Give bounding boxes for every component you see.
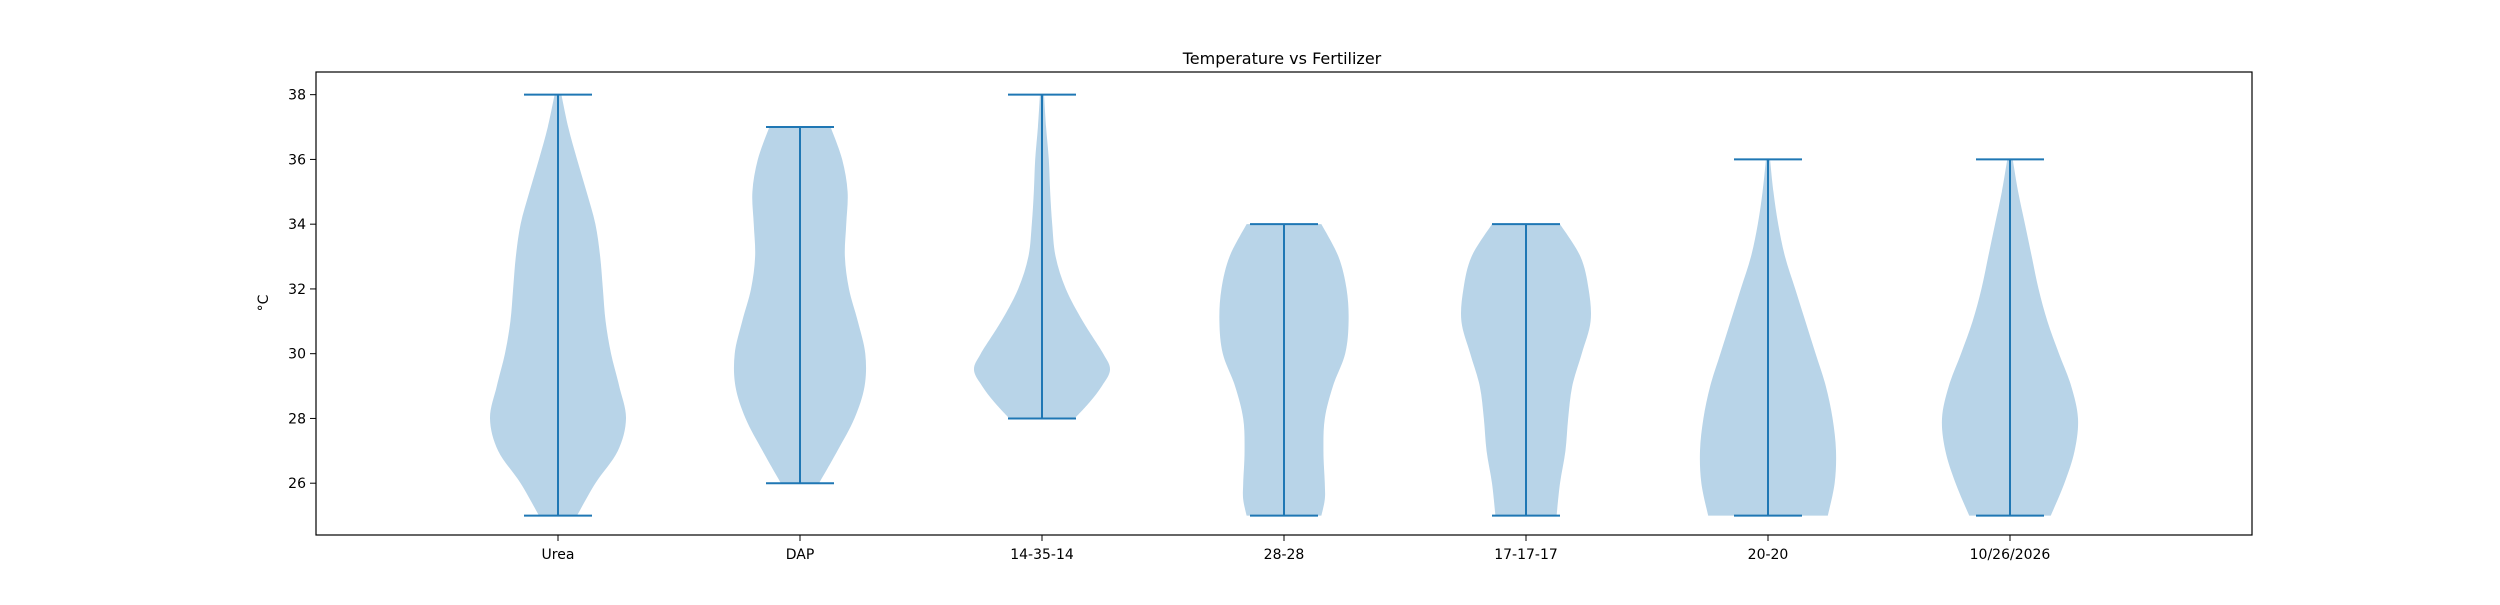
chart-title: Temperature vs Fertilizer: [1182, 49, 1382, 68]
y-tick-label: 26: [288, 476, 306, 492]
violin-6: [1699, 158, 1837, 517]
violin-7: [1941, 158, 2079, 517]
y-tick-label: 32: [288, 282, 306, 298]
y-tick-label: 38: [288, 88, 306, 104]
violin-1: [489, 93, 627, 517]
y-axis: 26 28 30 32 34 36 38: [288, 88, 316, 492]
x-tick-label: Urea: [542, 547, 575, 563]
y-tick-label: 36: [288, 152, 306, 168]
y-tick-label: 28: [288, 411, 306, 427]
x-tick-label: 14-35-14: [1010, 547, 1074, 563]
violin-2: [733, 126, 867, 485]
y-tick-label: 34: [288, 217, 306, 233]
violins-layer: [489, 93, 2079, 517]
x-tick-label: 10/26/2026: [1970, 547, 2051, 563]
x-tick-label: 28-28: [1264, 547, 1305, 563]
plot-frame: [315, 71, 2253, 536]
y-tick-label: 30: [288, 347, 306, 363]
violin-5: [1461, 223, 1591, 517]
y-axis-label: °C: [256, 294, 272, 311]
x-tick-label: 17-17-17: [1494, 547, 1558, 563]
x-tick-label: DAP: [786, 547, 815, 563]
x-axis: Urea DAP 14-35-14 28-28 17-17-17 20-20 10/26/2…: [542, 535, 2051, 563]
violin-3: [973, 93, 1111, 420]
x-tick-label: 20-20: [1748, 547, 1789, 563]
violin-4: [1219, 223, 1349, 517]
